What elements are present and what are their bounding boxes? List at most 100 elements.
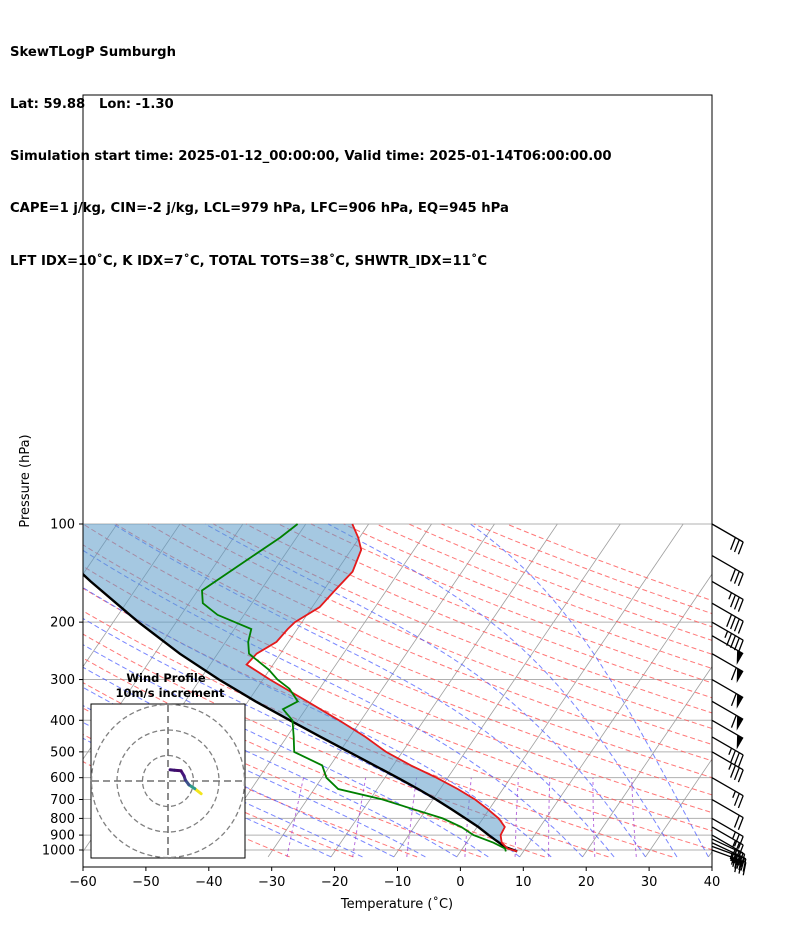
barb-full [730, 635, 736, 649]
mixing-ratio-line [592, 777, 596, 857]
wind-barb [711, 653, 744, 683]
isotherm [330, 523, 558, 858]
dry-adiabat [310, 523, 712, 684]
barb-full [733, 793, 740, 806]
dry-adiabat [506, 523, 712, 602]
dry-adiabat [213, 523, 712, 730]
dry-adiabat [245, 523, 712, 714]
cape-shading [83, 524, 514, 850]
y-tick-label: 700 [50, 793, 75, 808]
barb-staff [711, 580, 744, 600]
barb-full [733, 850, 740, 864]
wind-barb [711, 602, 744, 634]
barb-full [733, 833, 740, 847]
barb-full [730, 537, 736, 550]
mixing-ratio-line [464, 777, 472, 857]
barb-pennant [736, 715, 744, 731]
hodograph-trace-segment [168, 768, 176, 772]
wind-barb [711, 826, 744, 858]
barb-pennant [736, 734, 744, 750]
barb-half [732, 790, 736, 798]
barb-full [733, 571, 740, 584]
barb-full [730, 616, 736, 630]
barb-full [730, 594, 736, 608]
barb-full [737, 836, 744, 849]
barb-full [733, 596, 740, 610]
barb-full [737, 639, 744, 653]
barb-full [733, 842, 740, 856]
dewpoint-trace [201, 523, 507, 852]
y-axis-label: Pressure (hPa) [18, 434, 33, 527]
barb-staff [711, 798, 744, 819]
barb-full [733, 618, 740, 632]
dry-adiabat [83, 633, 609, 858]
wind-barb [711, 834, 744, 866]
moist-adiabat [205, 523, 646, 858]
dry-adiabat [83, 565, 712, 832]
wind-barb [711, 700, 744, 731]
hodograph-ring [90, 703, 246, 859]
barb-full [730, 750, 736, 763]
barb-staff [711, 736, 744, 756]
barb-half [732, 840, 736, 848]
isotherm [708, 850, 712, 858]
moist-adiabat [327, 523, 678, 858]
mixing-ratio-line [406, 777, 418, 857]
barb-full [736, 855, 742, 869]
dry-adiabat [147, 523, 712, 762]
barb-staff [711, 777, 744, 797]
barb-full [737, 795, 744, 809]
moist-adiabat [83, 549, 583, 858]
isotherm [645, 758, 712, 858]
dry-adiabat [343, 523, 712, 669]
barb-staff [711, 817, 744, 837]
barb-full [726, 614, 733, 627]
chart-header: SkewTLogP Sumburgh Lat: 59.88 Lon: -1.30… [10, 9, 612, 287]
temperature-trace [245, 523, 518, 853]
barb-full [733, 752, 740, 766]
moist-adiabat [83, 686, 426, 858]
barb-full [730, 715, 737, 728]
barb-full [742, 858, 747, 872]
barb-half [728, 592, 733, 600]
x-axis-label: Temperature (˚C) [340, 896, 453, 912]
y-tick-label: 400 [50, 714, 75, 729]
barb-pennant [736, 650, 744, 665]
barb-full [740, 857, 746, 871]
barb-staff [711, 523, 744, 543]
station-title: SkewTLogP Sumburgh [10, 44, 176, 60]
moist-adiabat [470, 523, 709, 858]
hodograph-inset: Wind Profile 10m/s increment [90, 671, 246, 859]
x-tick-label: 20 [578, 875, 595, 890]
x-tick-label: −20 [321, 875, 348, 890]
mixing-ratio-line [514, 777, 519, 857]
x-axis-ticks: −60 −50 −40 −30 −20 −10 0 10 20 30 40 [69, 867, 720, 890]
barb-half [728, 762, 733, 770]
wind-barb [711, 555, 744, 587]
isotherm [267, 523, 495, 858]
dry-adiabat [180, 523, 712, 745]
barb-pennant [736, 668, 744, 683]
wind-barb [711, 523, 744, 555]
x-tick-label: −10 [384, 875, 411, 890]
barb-staff [711, 678, 744, 699]
moist-adiabat [83, 644, 489, 858]
barb-staff [711, 555, 744, 575]
x-tick-label: −60 [69, 875, 96, 890]
wind-barb [711, 798, 744, 830]
barb-full [734, 859, 739, 873]
isotherm [519, 573, 712, 858]
mixing-ratio-line [631, 777, 637, 857]
stability-indices-line1: CAPE=1 j/kg, CIN=-2 j/kg, LCL=979 hPa, L… [10, 201, 509, 217]
y-tick-label: 500 [50, 745, 75, 760]
hodograph-plot [90, 703, 246, 859]
mixing-ratio-line [352, 777, 367, 857]
barb-half [732, 831, 736, 839]
x-tick-label: −40 [195, 875, 222, 890]
dry-adiabat [83, 610, 673, 858]
barb-full [740, 853, 746, 867]
x-tick-label: 10 [515, 875, 532, 890]
barb-full [733, 637, 740, 651]
dry-adiabat [441, 523, 712, 628]
barb-half [724, 630, 729, 638]
